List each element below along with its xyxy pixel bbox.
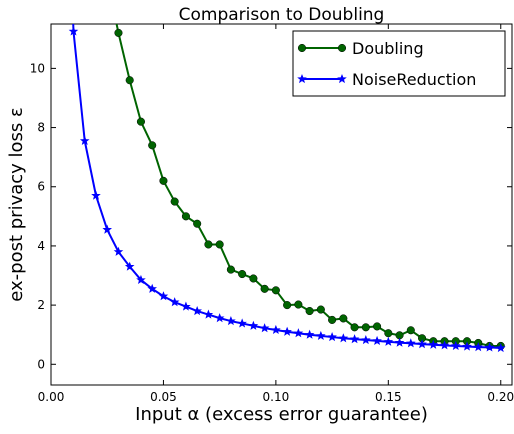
y-tick-label: 4 [37,239,45,253]
legend-marker [297,43,307,53]
data-point-noisereduction [394,337,405,347]
data-point-doubling [283,301,292,310]
y-tick-label: 8 [37,121,45,135]
data-point-doubling [193,219,202,228]
data-point-noisereduction [293,328,304,338]
legend-entry-noisereduction: NoiseReduction [297,70,476,89]
data-point-doubling [170,197,179,206]
data-point-noisereduction [428,339,439,349]
x-tick-label: 0.15 [375,390,402,404]
chart-title: Comparison to Doubling [179,5,385,25]
data-point-doubling [204,240,213,249]
data-point-doubling [136,117,146,126]
data-point-noisereduction [462,341,472,351]
data-point-noisereduction [91,190,101,200]
legend-entry-doubling: Doubling [297,39,424,58]
x-tick-label: 0.20 [487,390,514,404]
data-point-noisereduction [495,342,506,353]
data-point-noisereduction [169,297,180,307]
y-tick-label: 10 [30,61,45,75]
data-point-noisereduction [237,318,247,328]
data-point-noisereduction [361,334,371,345]
data-point-noisereduction [484,342,495,352]
data-point-noisereduction [327,332,337,342]
y-tick-label: 6 [37,180,45,194]
series-layer [68,24,506,353]
data-point-doubling [339,314,348,323]
data-point-noisereduction [439,340,450,350]
data-point-noisereduction [271,324,281,335]
data-point-noisereduction [259,323,270,333]
data-point-noisereduction [282,326,292,336]
data-point-noisereduction [147,283,157,293]
legend-box [292,30,506,97]
data-point-noisereduction [181,301,191,311]
data-point-noisereduction [79,135,90,145]
data-point-doubling [181,212,190,221]
y-tick-label: 2 [37,298,45,312]
x-axis-title: Input α (excess error guarantee) [135,404,428,425]
data-point-noisereduction [372,335,382,345]
data-point-noisereduction [473,342,484,352]
data-point-noisereduction [203,309,214,319]
data-point-noisereduction [192,305,202,316]
data-point-noisereduction [102,224,113,234]
data-point-doubling [384,329,393,338]
data-point-doubling [249,274,258,283]
data-point-noisereduction [349,334,360,344]
data-point-noisereduction [451,340,461,351]
data-point-doubling [361,323,370,332]
data-point-doubling [271,286,280,295]
data-point-noisereduction [248,320,259,330]
legend-marker [337,43,347,53]
data-point-noisereduction [158,291,169,301]
x-tick-label: 0.00 [38,390,65,404]
legend-marker [337,73,347,84]
x-axis: 0.00 0.05 0.10 0.15 0.20 [38,24,514,404]
data-point-doubling [316,305,325,314]
series-noisereduction [68,24,506,353]
data-point-noisereduction [304,329,315,339]
data-point-noisereduction [136,274,146,285]
data-point-noisereduction [417,339,427,349]
data-point-noisereduction [226,316,236,326]
x-tick-label: 0.10 [263,390,290,404]
data-point-doubling [226,265,235,274]
data-point-doubling [159,176,168,185]
data-point-doubling [125,76,134,85]
legend: Doubling NoiseReduction [292,30,506,97]
data-point-doubling [406,326,415,335]
legend-label: Doubling [352,39,424,58]
data-point-noisereduction [124,261,135,271]
series-line-noisereduction [72,24,501,350]
data-point-noisereduction [406,338,416,348]
data-point-noisereduction [214,313,225,323]
y-axis-title: ex-post privacy loss ε [6,107,27,302]
data-point-doubling [350,323,359,332]
plot-area [50,23,513,386]
legend-label: NoiseReduction [352,70,476,89]
x-tick-label: 0.05 [150,390,177,404]
data-point-doubling [373,322,382,331]
data-point-doubling [238,269,247,279]
data-point-noisereduction [113,246,124,256]
data-point-noisereduction [316,330,326,340]
data-point-doubling [305,306,314,316]
data-point-doubling [215,240,224,249]
data-point-doubling [294,300,303,309]
data-point-noisereduction [338,333,349,343]
data-point-noisereduction [68,26,79,36]
y-tick-label: 0 [37,357,45,371]
legend-marker [297,73,307,84]
data-point-doubling [114,28,123,37]
data-point-doubling [148,141,157,150]
y-axis: 0 2 4 6 8 10 [30,61,512,371]
data-point-doubling [260,284,269,293]
data-point-noisereduction [383,336,394,346]
data-point-doubling [328,315,337,324]
